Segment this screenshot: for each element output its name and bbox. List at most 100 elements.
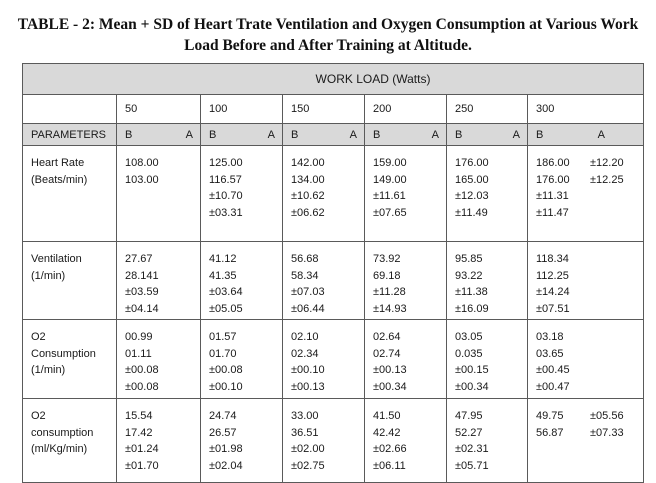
cell-value: ±04.14 — [125, 302, 159, 315]
cell-value: 149.00 — [373, 173, 407, 186]
cell-value: ±00.08 — [125, 364, 159, 376]
value-cell: 47.95 52.27 ±02.31 ±05.71 — [446, 398, 528, 483]
table-row: Ventilation (1/min) 27.67 28.141 ±03.59 ±04.1… — [22, 241, 644, 320]
after-label: A — [597, 128, 605, 141]
cell-value: ±05.05 — [209, 302, 243, 315]
cell-value: 03.18 — [536, 331, 564, 343]
cell-value: ±02.04 — [209, 459, 243, 472]
parameter-name-line: Ventilation — [31, 253, 82, 265]
parameter-cell: O2 Consumption (1/min) — [22, 319, 117, 399]
table-caption: TABLE - 2: Mean + SD of Heart Trate Vent… — [0, 14, 656, 56]
cell-value: 69.18 — [373, 269, 401, 282]
cell-value: 42.42 — [373, 426, 401, 439]
after-label: A — [431, 128, 439, 141]
cell-value: 95.85 — [455, 253, 483, 265]
cell-value: 176.00 — [455, 157, 489, 169]
cell-value: ±00.08 — [209, 364, 243, 376]
cell-value: 02.74 — [373, 347, 401, 360]
cell-value: ±01.70 — [125, 459, 159, 472]
before-label: B — [209, 128, 217, 141]
value-cell: 41.50 42.42 ±02.66 ±06.11 — [364, 398, 447, 483]
cell-value: ±00.34 — [455, 380, 489, 393]
cell-value: 93.22 — [455, 269, 483, 282]
table-row: O2 consumption (ml/Kg/min) 15.54 17.42 ±01.24… — [22, 398, 644, 483]
parameters-header: PARAMETERS — [22, 123, 117, 146]
parameter-name-line: Consumption — [31, 347, 96, 360]
after-label: A — [267, 128, 275, 141]
value-cell: 33.00 36.51 ±02.00 ±02.75 — [282, 398, 365, 483]
cell-value: ±07.33 — [590, 426, 624, 439]
cell-value: 15.54 — [125, 410, 153, 422]
cell-value: 01.70 — [209, 347, 237, 360]
value-cell: 03.18 03.65 ±00.45 ±00.47 — [527, 319, 644, 399]
cell-value: 02.64 — [373, 331, 401, 343]
before-label: B — [125, 128, 133, 141]
parameter-name-line: Heart Rate — [31, 157, 85, 169]
cell-value: ±01.24 — [125, 443, 159, 455]
cell-value: ±10.62 — [291, 190, 325, 202]
cell-value: ±11.49 — [455, 206, 488, 219]
cell-value: 159.00 — [373, 157, 407, 169]
watt-header: 250 — [446, 94, 528, 124]
cell-value: 52.27 — [455, 426, 483, 439]
cell-value: ±00.45 — [536, 364, 570, 376]
cell-value: ±00.47 — [536, 380, 570, 393]
cell-value: ±11.47 — [536, 206, 569, 219]
work-load-header: WORK LOAD (Watts) — [22, 63, 644, 95]
watt-header: 300 — [527, 94, 644, 124]
value-cell: 159.00 149.00 ±11.61 ±07.65 — [364, 145, 447, 242]
value-cell: 02.64 02.74 ±00.13 ±00.34 — [364, 319, 447, 399]
caption-line-1: TABLE - 2: Mean + SD of Heart Trate Vent… — [17, 16, 639, 33]
cell-value: 02.34 — [291, 347, 319, 360]
cell-value: ±00.13 — [291, 380, 325, 393]
cell-value: 26.57 — [209, 426, 237, 439]
cell-value: 56.68 — [291, 253, 319, 265]
value-cell: 186.00 176.00 ±11.31 ±11.47 ±12.20 ±12.25 — [527, 145, 644, 242]
cell-value: ±11.38 — [455, 286, 488, 298]
cell-value: ±14.24 — [536, 286, 570, 298]
value-cell: 118.34 112.25 ±14.24 ±07.51 — [527, 241, 644, 320]
parameter-name-line: (1/min) — [31, 364, 66, 376]
cell-value: ±14.93 — [373, 302, 407, 315]
value-cell: 02.10 02.34 ±00.10 ±00.13 — [282, 319, 365, 399]
cell-value: 33.00 — [291, 410, 319, 422]
cell-value: ±07.65 — [373, 206, 407, 219]
parameter-name-line: O2 — [31, 331, 46, 343]
value-cell: 15.54 17.42 ±01.24 ±01.70 — [116, 398, 201, 483]
cell-value: ±01.98 — [209, 443, 243, 455]
cell-value: 41.12 — [209, 253, 237, 265]
after-label: A — [349, 128, 357, 141]
cell-value: ±03.64 — [209, 286, 243, 298]
cell-value: 176.00 — [536, 173, 570, 186]
cell-value: 41.50 — [373, 410, 401, 422]
cell-value: 36.51 — [291, 426, 319, 439]
parameter-cell: Ventilation (1/min) — [22, 241, 117, 320]
value-cell: 27.67 28.141 ±03.59 ±04.14 — [116, 241, 201, 320]
cell-value: 125.00 — [209, 157, 243, 169]
cell-value: 165.00 — [455, 173, 489, 186]
cell-value: 112.25 — [536, 269, 569, 282]
before-label: B — [536, 128, 544, 141]
cell-value: ±02.31 — [455, 443, 489, 455]
cell-value: ±00.34 — [373, 380, 407, 393]
cell-value: 58.34 — [291, 269, 319, 282]
cell-value: ±07.51 — [536, 302, 570, 315]
table-row: Heart Rate (Beats/min) 108.00 103.00 125.00 1… — [22, 145, 644, 242]
cell-value: ±00.10 — [209, 380, 243, 393]
value-cell: 24.74 26.57 ±01.98 ±02.04 — [200, 398, 283, 483]
value-cell: 176.00 165.00 ±12.03 ±11.49 — [446, 145, 528, 242]
cell-value: ±00.10 — [291, 364, 325, 376]
before-label: B — [455, 128, 463, 141]
cell-value: 01.11 — [125, 347, 152, 360]
cell-value: 01.57 — [209, 331, 237, 343]
cell-value: ±00.08 — [125, 380, 159, 393]
cell-value: ±10.70 — [209, 190, 243, 202]
parameter-cell: Heart Rate (Beats/min) — [22, 145, 117, 242]
cell-value: ±07.03 — [291, 286, 325, 298]
cell-value: ±00.15 — [455, 364, 489, 376]
watt-header: 50 — [116, 94, 201, 124]
